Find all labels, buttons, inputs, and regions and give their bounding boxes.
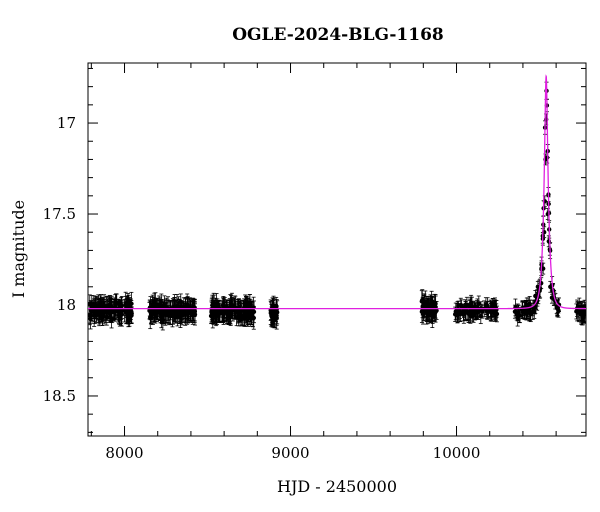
- data-point: [425, 299, 431, 325]
- data-point: [223, 299, 229, 322]
- data-point: [98, 298, 103, 324]
- data-point: [233, 304, 238, 320]
- plot-frame: [87, 62, 587, 437]
- x-tick-label: 9000: [271, 444, 309, 462]
- data-point: [512, 304, 518, 319]
- data-point: [178, 302, 184, 321]
- data-point: [421, 295, 427, 313]
- tick-labels: 8000 9000 10000 17 17.5 18 18.5: [43, 114, 481, 462]
- data-point: [149, 302, 154, 324]
- data-point: [478, 308, 484, 325]
- x-tick-label: 10000: [433, 444, 481, 462]
- data-point: [455, 306, 460, 324]
- data-points: [88, 81, 586, 331]
- data-point: [474, 304, 479, 320]
- data-point: [216, 303, 222, 323]
- model-curve: [88, 74, 586, 310]
- data-point: [220, 297, 226, 314]
- y-tick-label: 17: [57, 114, 76, 132]
- data-point: [580, 310, 586, 326]
- axis-ticks: [88, 63, 586, 436]
- data-point: [461, 304, 467, 318]
- y-tick-label: 17.5: [43, 205, 76, 223]
- data-point: [249, 301, 254, 326]
- x-tick-label: 8000: [105, 444, 143, 462]
- plot-area: [87, 62, 587, 437]
- data-point: [251, 300, 257, 324]
- x-axis-label: HJD - 2450000: [277, 477, 397, 496]
- data-point: [126, 300, 132, 324]
- y-tick-label: 18: [57, 296, 76, 314]
- data-point: [117, 303, 123, 327]
- y-tick-label: 18.5: [43, 387, 76, 405]
- model-curve-group: [88, 74, 586, 310]
- data-point: [433, 301, 438, 323]
- data-point: [165, 299, 171, 324]
- data-point: [112, 299, 117, 322]
- data-point: [533, 290, 538, 302]
- data-point: [154, 303, 160, 322]
- y-axis-label: I magnitude: [9, 200, 28, 298]
- data-point: [486, 303, 491, 319]
- chart-title: OGLE-2024-BLG-1168: [232, 25, 444, 45]
- data-point: [527, 303, 533, 321]
